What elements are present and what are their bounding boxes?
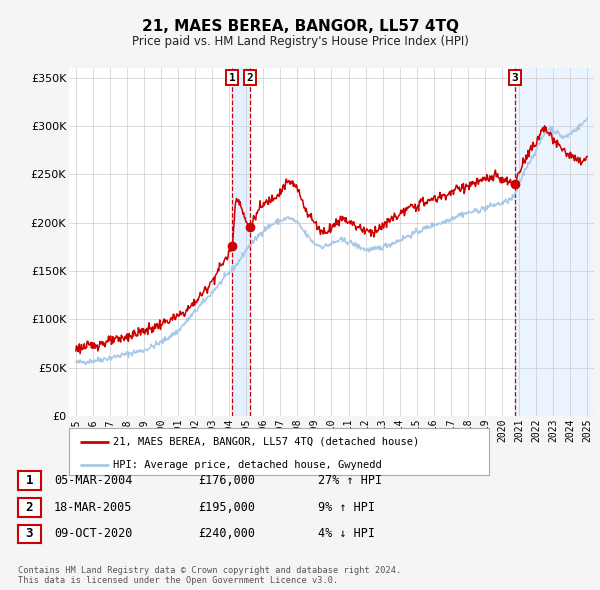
Text: 4% ↓ HPI: 4% ↓ HPI xyxy=(318,527,375,540)
Text: 21, MAES BEREA, BANGOR, LL57 4TQ: 21, MAES BEREA, BANGOR, LL57 4TQ xyxy=(142,19,458,34)
Text: 18-MAR-2005: 18-MAR-2005 xyxy=(54,501,133,514)
Text: £240,000: £240,000 xyxy=(198,527,255,540)
Text: 9% ↑ HPI: 9% ↑ HPI xyxy=(318,501,375,514)
Text: Price paid vs. HM Land Registry's House Price Index (HPI): Price paid vs. HM Land Registry's House … xyxy=(131,35,469,48)
Text: 09-OCT-2020: 09-OCT-2020 xyxy=(54,527,133,540)
Text: HPI: Average price, detached house, Gwynedd: HPI: Average price, detached house, Gwyn… xyxy=(113,460,382,470)
Text: Contains HM Land Registry data © Crown copyright and database right 2024.
This d: Contains HM Land Registry data © Crown c… xyxy=(18,566,401,585)
Text: 3: 3 xyxy=(26,527,33,540)
Text: 2: 2 xyxy=(26,501,33,514)
Text: £195,000: £195,000 xyxy=(198,501,255,514)
Text: 1: 1 xyxy=(229,73,236,83)
Text: £176,000: £176,000 xyxy=(198,474,255,487)
Text: 21, MAES BEREA, BANGOR, LL57 4TQ (detached house): 21, MAES BEREA, BANGOR, LL57 4TQ (detach… xyxy=(113,437,419,447)
Text: 05-MAR-2004: 05-MAR-2004 xyxy=(54,474,133,487)
Text: 3: 3 xyxy=(512,73,518,83)
Text: 2: 2 xyxy=(247,73,253,83)
Bar xyxy=(515,68,596,416)
Text: 27% ↑ HPI: 27% ↑ HPI xyxy=(318,474,382,487)
Text: 1: 1 xyxy=(26,474,33,487)
Bar xyxy=(232,68,250,416)
